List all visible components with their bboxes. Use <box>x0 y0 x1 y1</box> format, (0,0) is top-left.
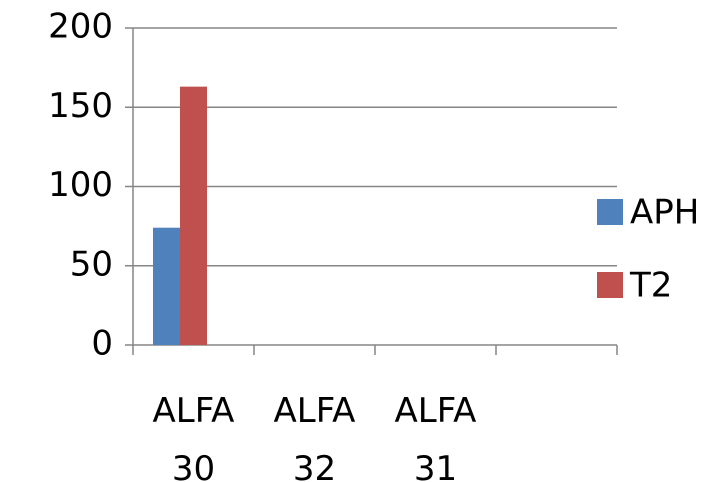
y-tick-label: 50 <box>70 244 113 284</box>
y-tick-label: 0 <box>91 324 113 364</box>
bar <box>180 86 207 346</box>
legend-swatch <box>597 272 623 298</box>
y-tick-label: 200 <box>48 7 113 47</box>
y-tick-label: 100 <box>48 165 113 205</box>
x-tick-label: ALFA 30 <box>152 391 235 482</box>
x-tick-label: ALFA 31 <box>394 391 477 482</box>
legend-label: APH <box>630 193 699 233</box>
bar <box>153 227 180 345</box>
legend-swatch <box>597 199 623 225</box>
legend-label: T2 <box>629 266 672 306</box>
y-tick-label: 150 <box>48 86 113 126</box>
x-tick-label: ALFA 32 <box>273 391 356 482</box>
